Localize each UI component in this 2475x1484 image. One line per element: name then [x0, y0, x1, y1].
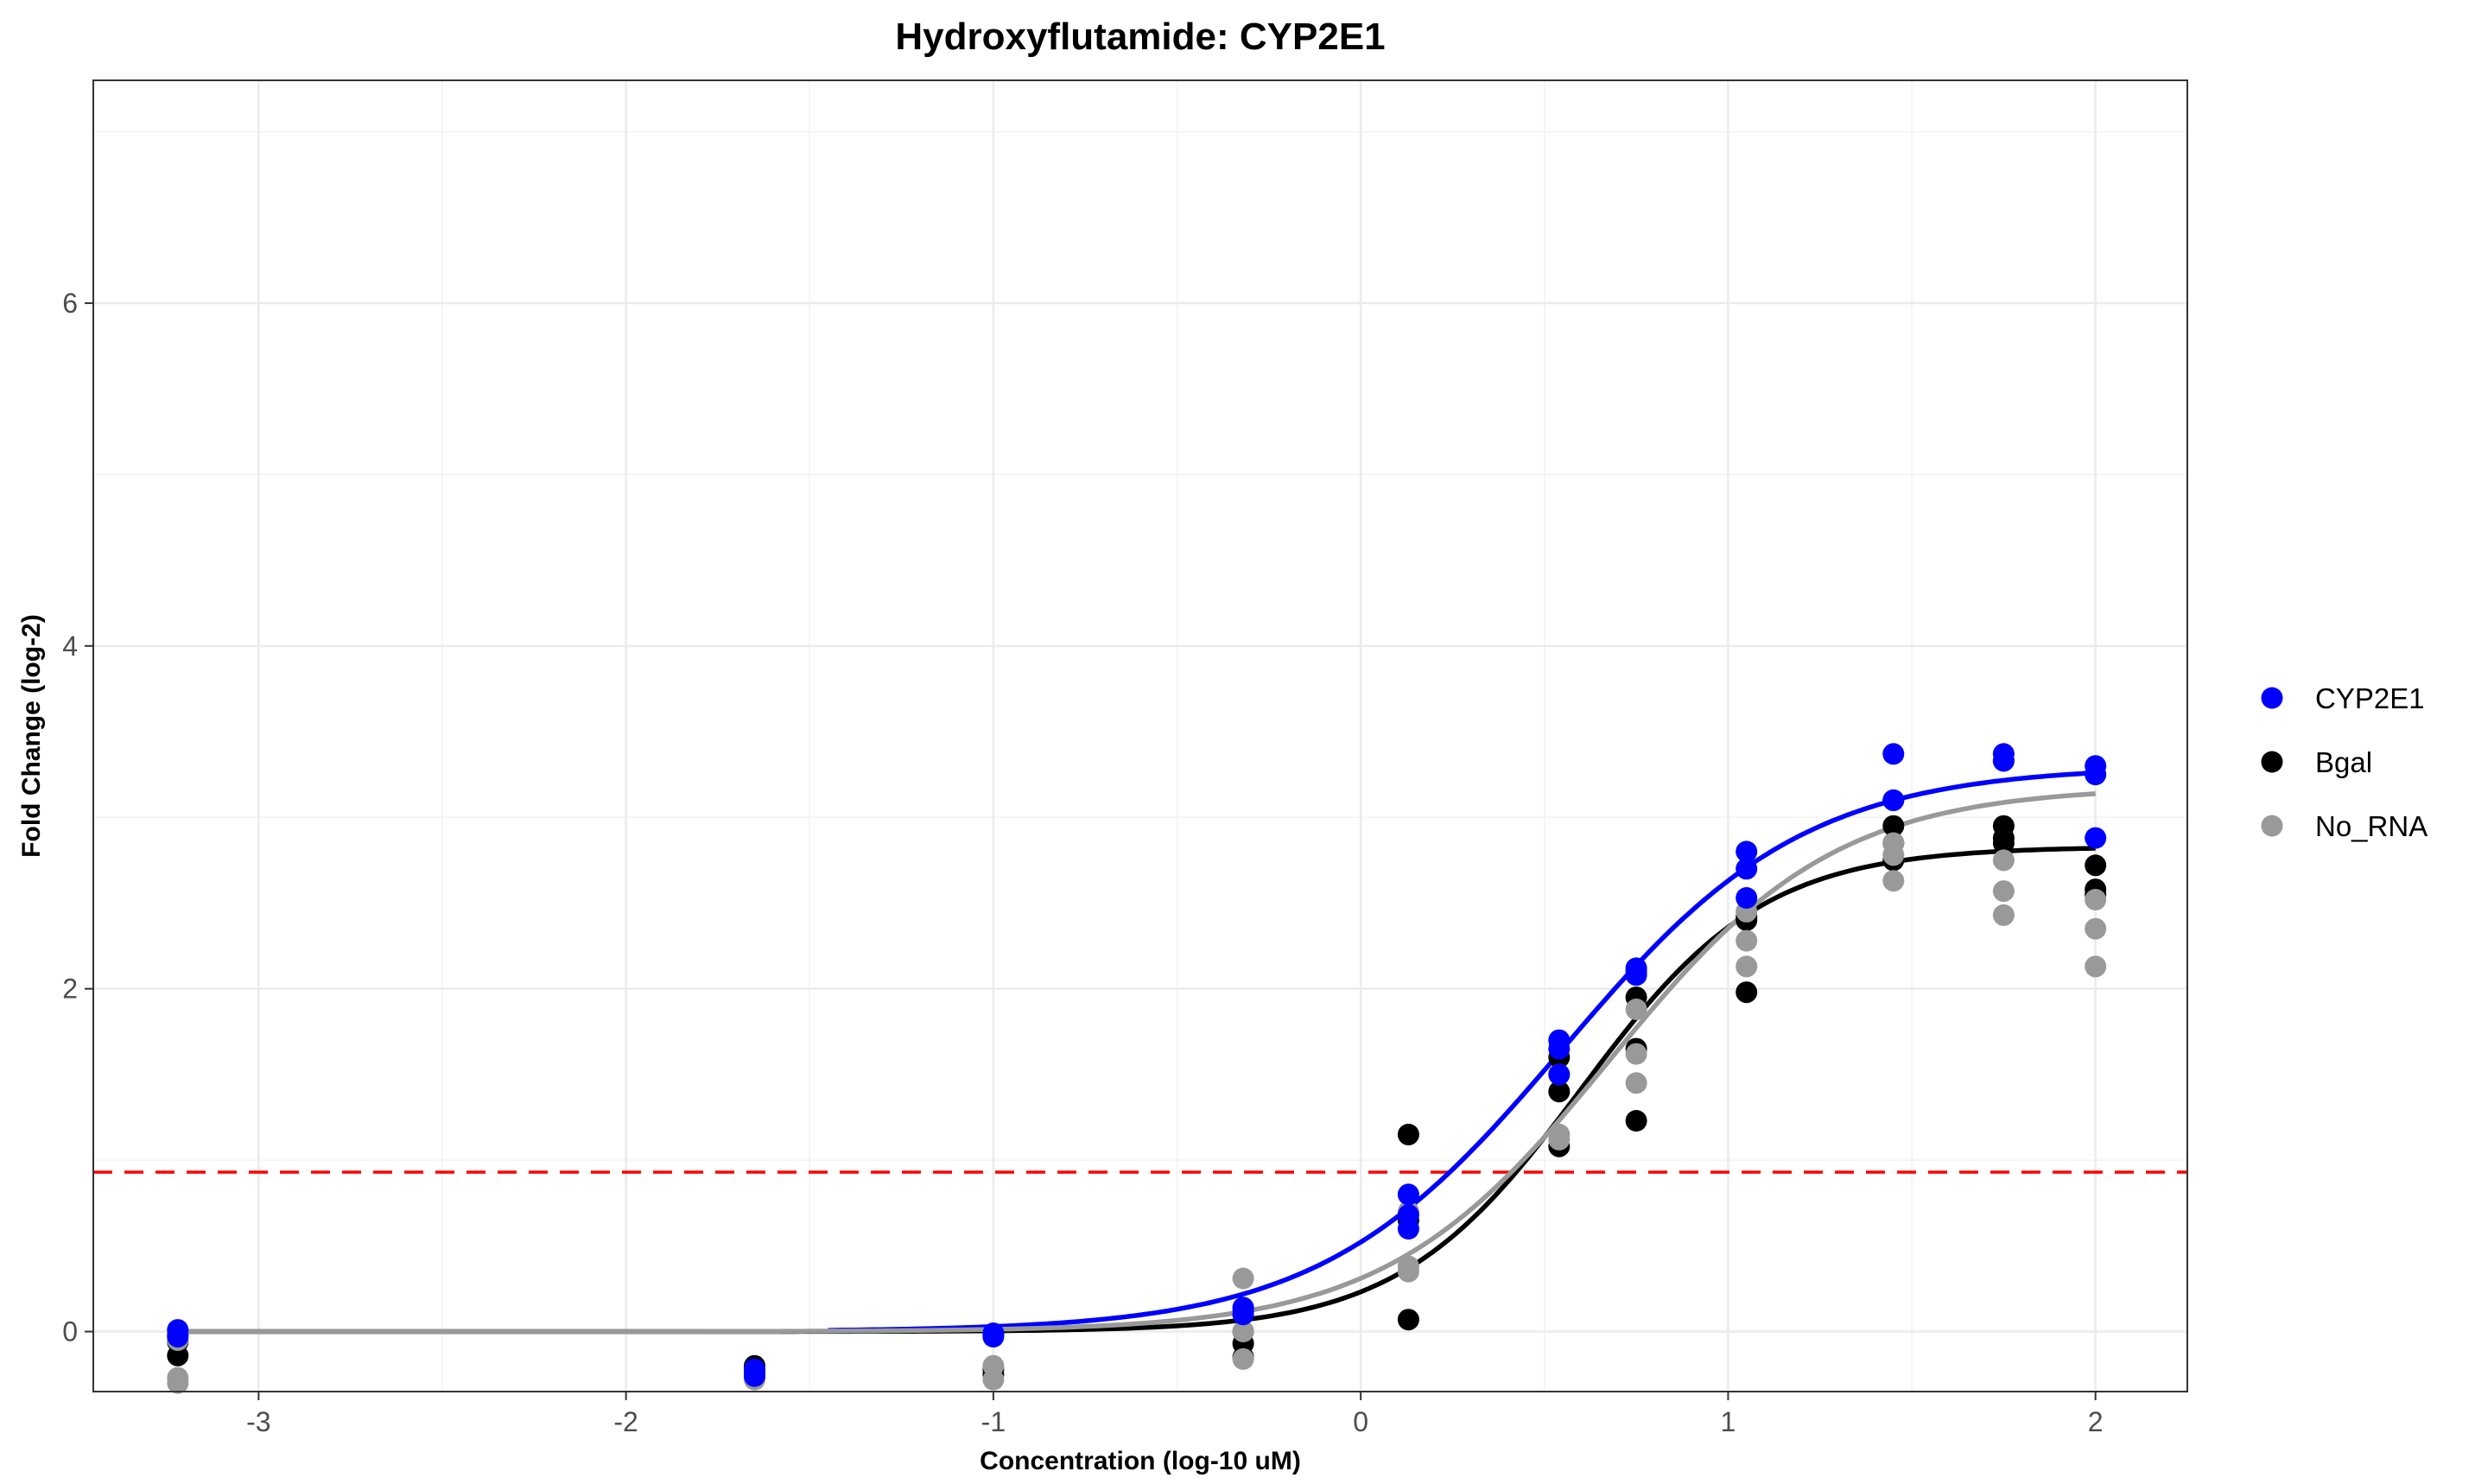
legend-key-bgal	[2261, 751, 2283, 773]
legend-label-cyp2e1: CYP2E1	[2315, 682, 2425, 714]
x-axis-ticks: -3 -2 -1 0 1 2	[246, 1392, 2104, 1437]
data-point-cyp2e1	[2085, 764, 2107, 786]
x-tick-label: -1	[981, 1406, 1006, 1437]
data-point-no-rna	[2085, 917, 2107, 940]
data-point-bgal	[1397, 1309, 1419, 1331]
data-point-no-rna	[1232, 1321, 1254, 1342]
legend-key-no-rna	[2261, 815, 2283, 837]
plot-panel-border	[92, 79, 2188, 1392]
data-point-cyp2e1	[2085, 827, 2107, 849]
legend: CYP2E1 Bgal No_RNA	[2261, 682, 2427, 842]
data-point-cyp2e1	[1548, 1063, 1571, 1086]
data-point-no-rna	[1232, 1267, 1254, 1290]
data-point-no-rna	[167, 1372, 189, 1394]
data-point-no-rna	[1625, 1043, 1647, 1065]
data-point-no-rna	[1992, 904, 2015, 926]
data-point-cyp2e1	[1992, 750, 2015, 772]
data-point-no-rna	[982, 1368, 1005, 1391]
data-point-cyp2e1	[1882, 743, 1905, 765]
data-point-bgal	[167, 1344, 189, 1367]
data-point-no-rna	[1992, 849, 2015, 872]
data-point-cyp2e1	[1625, 964, 1647, 986]
data-point-no-rna	[1992, 880, 2015, 903]
data-point-bgal	[1882, 815, 1905, 837]
x-tick-label: -2	[613, 1406, 638, 1437]
data-point-no-rna	[1736, 955, 1758, 978]
data-point-bgal	[1548, 1081, 1571, 1103]
data-point-cyp2e1	[1232, 1297, 1254, 1319]
data-point-cyp2e1	[167, 1326, 189, 1348]
data-point-no-rna	[1882, 844, 1905, 866]
data-point-no-rna	[1882, 870, 1905, 892]
data-point-cyp2e1	[982, 1326, 1005, 1348]
x-tick-label: 0	[1353, 1406, 1368, 1437]
data-point-cyp2e1	[1397, 1183, 1419, 1206]
legend-label-bgal: Bgal	[2315, 746, 2372, 778]
data-point-cyp2e1	[1736, 840, 1758, 863]
y-tick-label: 6	[62, 288, 78, 319]
data-point-cyp2e1	[1882, 789, 1905, 811]
x-axis-title: Concentration (log-10 uM)	[980, 1447, 1301, 1475]
data-point-no-rna	[1625, 999, 1647, 1020]
data-points	[167, 743, 2107, 1394]
data-point-bgal	[1625, 1110, 1647, 1132]
data-point-no-rna	[1397, 1255, 1419, 1278]
y-tick-label: 2	[62, 973, 78, 1005]
data-point-no-rna	[1548, 1128, 1571, 1151]
data-point-bgal	[1992, 832, 2015, 854]
y-tick-label: 0	[62, 1316, 78, 1348]
legend-key-cyp2e1	[2261, 687, 2283, 709]
data-point-bgal	[1736, 981, 1758, 1004]
data-point-bgal	[1397, 1123, 1419, 1145]
x-tick-label: -3	[246, 1406, 270, 1437]
legend-label-no-rna: No_RNA	[2315, 810, 2427, 842]
y-axis-ticks: 0 2 4 6	[62, 288, 93, 1348]
data-point-no-rna	[2085, 955, 2107, 978]
data-point-cyp2e1	[1548, 1037, 1571, 1060]
data-point-no-rna	[1625, 1072, 1647, 1094]
data-point-cyp2e1	[1736, 887, 1758, 909]
chart-title: Hydroxyflutamide: CYP2E1	[895, 16, 1385, 58]
x-tick-label: 2	[2088, 1406, 2104, 1437]
data-point-cyp2e1	[1736, 858, 1758, 880]
data-point-cyp2e1	[744, 1365, 765, 1387]
data-point-bgal	[2085, 854, 2107, 877]
y-tick-label: 4	[62, 631, 78, 662]
data-point-no-rna	[2085, 889, 2107, 910]
data-point-cyp2e1	[1397, 1204, 1419, 1227]
data-point-no-rna	[1232, 1348, 1254, 1370]
data-point-no-rna	[1736, 929, 1758, 952]
fit-curve-no-rna	[177, 791, 2096, 1335]
y-axis-title: Fold Change (log-2)	[17, 614, 46, 858]
x-tick-label: 1	[1721, 1406, 1736, 1437]
